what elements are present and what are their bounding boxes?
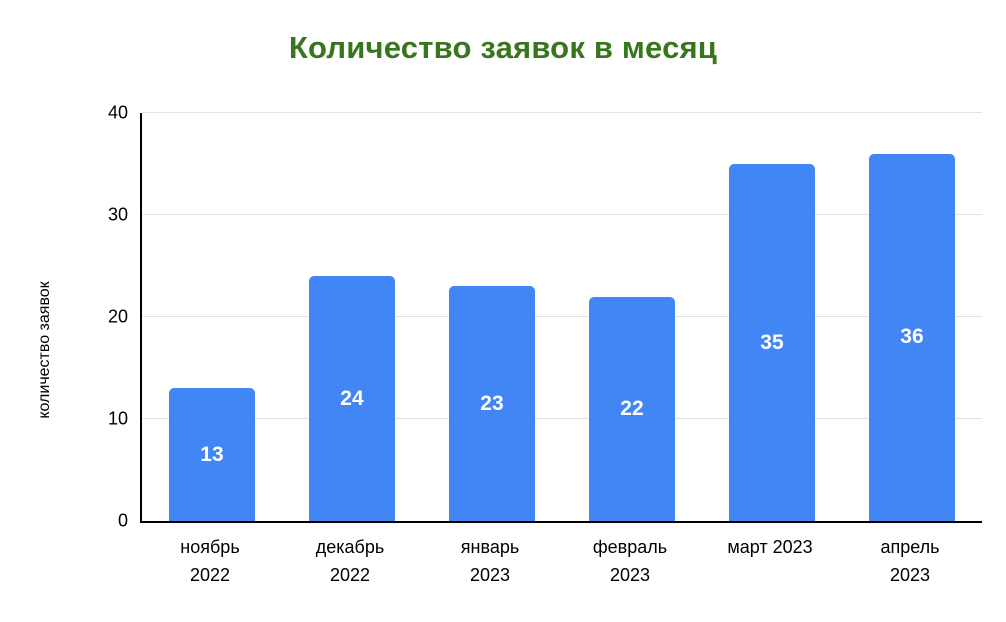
bar-value-label: 24 [340, 386, 364, 410]
bar-column: 23 [422, 113, 562, 521]
bar-value-label: 22 [620, 396, 644, 420]
x-tick-label: апрель 2023 [880, 537, 940, 585]
gridline [142, 112, 982, 113]
bar-value-label: 13 [200, 442, 224, 466]
x-tick-label: март 2023 [727, 537, 813, 557]
plot-area: 13 24 23 22 35 36 0 10 20 30 40 [108, 103, 982, 531]
x-tick-label: ноябрь 2022 [180, 537, 240, 585]
bar: 13 [168, 388, 256, 521]
gridline [142, 418, 982, 419]
bar-value-label: 35 [760, 330, 784, 354]
y-axis-title: количество заявок [36, 281, 53, 419]
y-tick-label: 30 [107, 204, 128, 225]
bar-column: 35 [702, 113, 842, 521]
bar: 22 [588, 296, 676, 521]
bar: 24 [308, 276, 396, 521]
bar: 36 [868, 153, 956, 521]
y-tick-label: 10 [107, 408, 128, 429]
x-tick-label: декабрь 2022 [315, 537, 385, 585]
chart-title: Количество заявок в месяц [288, 30, 718, 65]
x-axis-labels: ноябрь 2022 декабрь 2022 январь 2023 феврал… [140, 533, 980, 589]
bars-group: 13 24 23 22 35 36 [142, 113, 982, 521]
bar-value-label: 23 [480, 391, 504, 415]
x-tick-label: февраль 2023 [592, 537, 668, 585]
y-tick-label: 0 [117, 510, 128, 531]
y-tick-label: 40 [107, 102, 128, 123]
bar-column: 36 [842, 113, 982, 521]
gridline [142, 214, 982, 215]
bar-column: 13 [142, 113, 282, 521]
bar-column: 22 [562, 113, 702, 521]
gridline [142, 316, 982, 317]
bar-value-label: 36 [900, 325, 924, 349]
x-tick-label: январь 2023 [460, 537, 520, 585]
bar-column: 24 [282, 113, 422, 521]
y-tick-label: 20 [107, 306, 128, 327]
bar: 35 [728, 164, 816, 521]
bar: 23 [448, 286, 536, 521]
